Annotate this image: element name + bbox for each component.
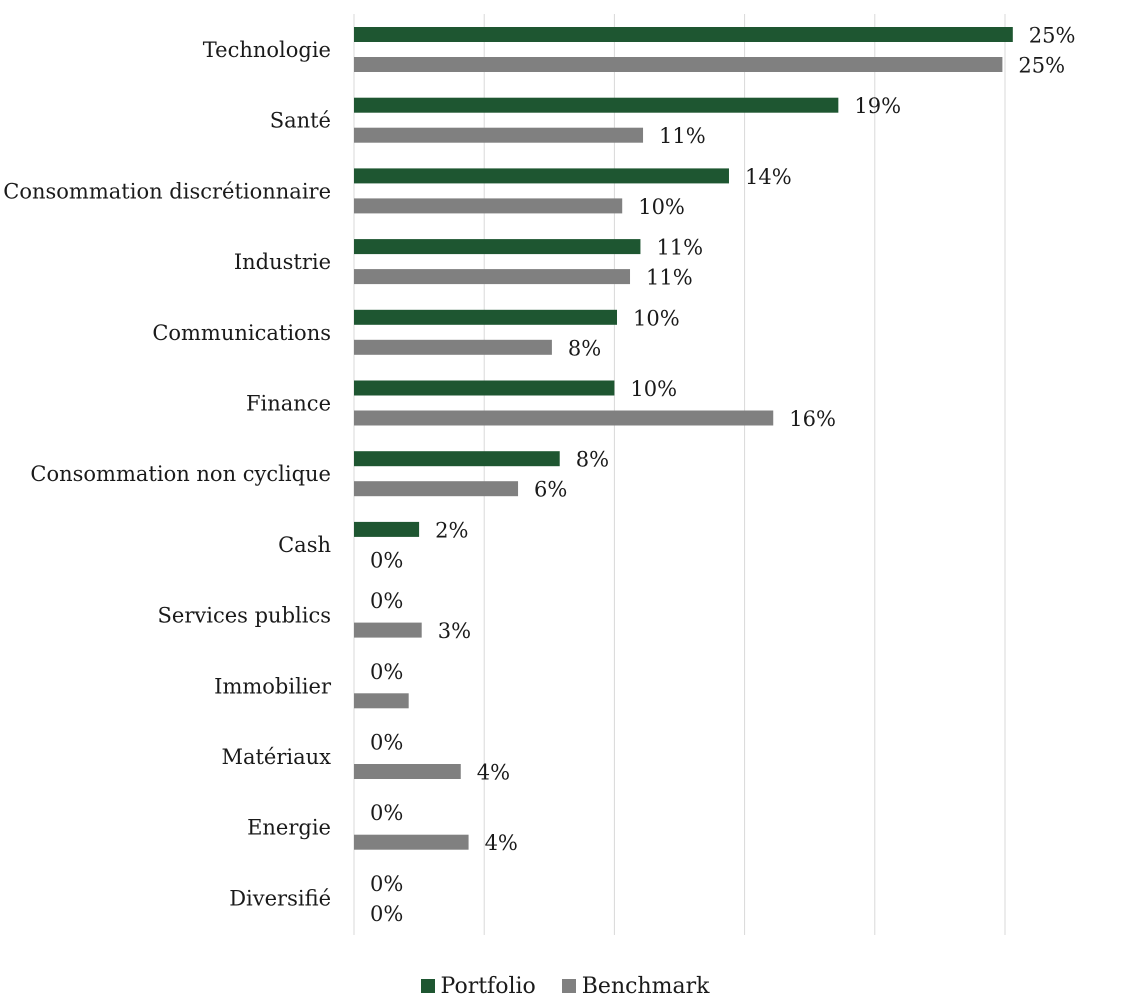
portfolio-bar	[354, 97, 839, 113]
benchmark-bar	[354, 764, 461, 779]
category-label: Diversifié	[229, 886, 331, 910]
category-label: Communications	[152, 321, 331, 345]
benchmark-bar	[354, 269, 631, 285]
portfolio-data-label: 19%	[854, 94, 901, 118]
bar-chart: Technologie 25% 25% Santé 19% 11% Consommation…	[3, 14, 1076, 935]
benchmark-data-label: 4%	[477, 761, 510, 785]
benchmark-data-label: 0%	[370, 548, 403, 572]
benchmark-data-label: 10%	[638, 195, 685, 219]
portfolio-bar	[354, 168, 729, 184]
benchmark-data-label: 4%	[485, 831, 518, 855]
portfolio-bar	[354, 380, 615, 396]
benchmark-data-label: 16%	[789, 407, 836, 431]
legend: Portfolio Benchmark	[0, 968, 1130, 1004]
category-label: Santé	[270, 109, 331, 133]
portfolio-data-label: 0%	[370, 731, 403, 755]
benchmark-bar	[354, 622, 422, 638]
portfolio-data-label: 0%	[370, 660, 403, 684]
portfolio-data-label: 10%	[633, 306, 680, 330]
legend-swatch-portfolio	[420, 979, 435, 993]
category-label: Industrie	[234, 250, 331, 274]
benchmark-data-label: 0%	[370, 902, 403, 926]
benchmark-bar	[354, 198, 623, 214]
portfolio-bar	[354, 521, 420, 537]
portfolio-data-label: 11%	[656, 236, 703, 260]
category-label: Finance	[246, 392, 331, 416]
category-label: Immobilier	[214, 674, 332, 698]
benchmark-data-label: 6%	[534, 478, 567, 502]
portfolio-data-label: 25%	[1029, 24, 1076, 48]
legend-label-portfolio: Portfolio	[440, 973, 536, 999]
portfolio-data-label: 8%	[576, 448, 609, 472]
legend-label-benchmark: Benchmark	[581, 973, 710, 999]
portfolio-data-label: 14%	[745, 165, 792, 189]
portfolio-data-label: 2%	[435, 518, 468, 542]
portfolio-bar	[354, 451, 560, 467]
benchmark-bar	[354, 410, 774, 426]
benchmark-bar	[354, 693, 409, 709]
benchmark-data-label: 11%	[646, 266, 693, 290]
benchmark-data-label: 11%	[659, 124, 706, 148]
portfolio-data-label: 10%	[630, 377, 677, 401]
category-label: Consommation discrétionnaire	[3, 179, 331, 203]
portfolio-bar	[354, 309, 618, 325]
category-label: Energie	[247, 816, 331, 840]
legend-item-benchmark: Benchmark	[561, 973, 710, 999]
benchmark-bar	[354, 834, 469, 850]
category-label: Technologie	[203, 38, 331, 62]
portfolio-data-label: 0%	[370, 801, 403, 825]
category-label: Consommation non cyclique	[30, 462, 331, 486]
category-label: Cash	[278, 533, 331, 557]
portfolio-bar	[354, 239, 641, 255]
benchmark-data-label: 3%	[438, 619, 471, 643]
benchmark-bar	[354, 57, 1003, 72]
benchmark-data-label: 25%	[1018, 54, 1065, 78]
portfolio-data-label: 0%	[370, 589, 403, 613]
benchmark-bar	[354, 339, 552, 355]
category-label: Services publics	[158, 604, 331, 628]
portfolio-bar	[354, 27, 1013, 42]
benchmark-bar	[354, 481, 519, 497]
benchmark-bar	[354, 127, 644, 143]
portfolio-data-label: 0%	[370, 872, 403, 896]
category-label: Matériaux	[221, 745, 331, 769]
legend-item-portfolio: Portfolio	[420, 973, 536, 999]
legend-swatch-benchmark	[561, 979, 576, 993]
benchmark-data-label: 8%	[568, 336, 601, 360]
